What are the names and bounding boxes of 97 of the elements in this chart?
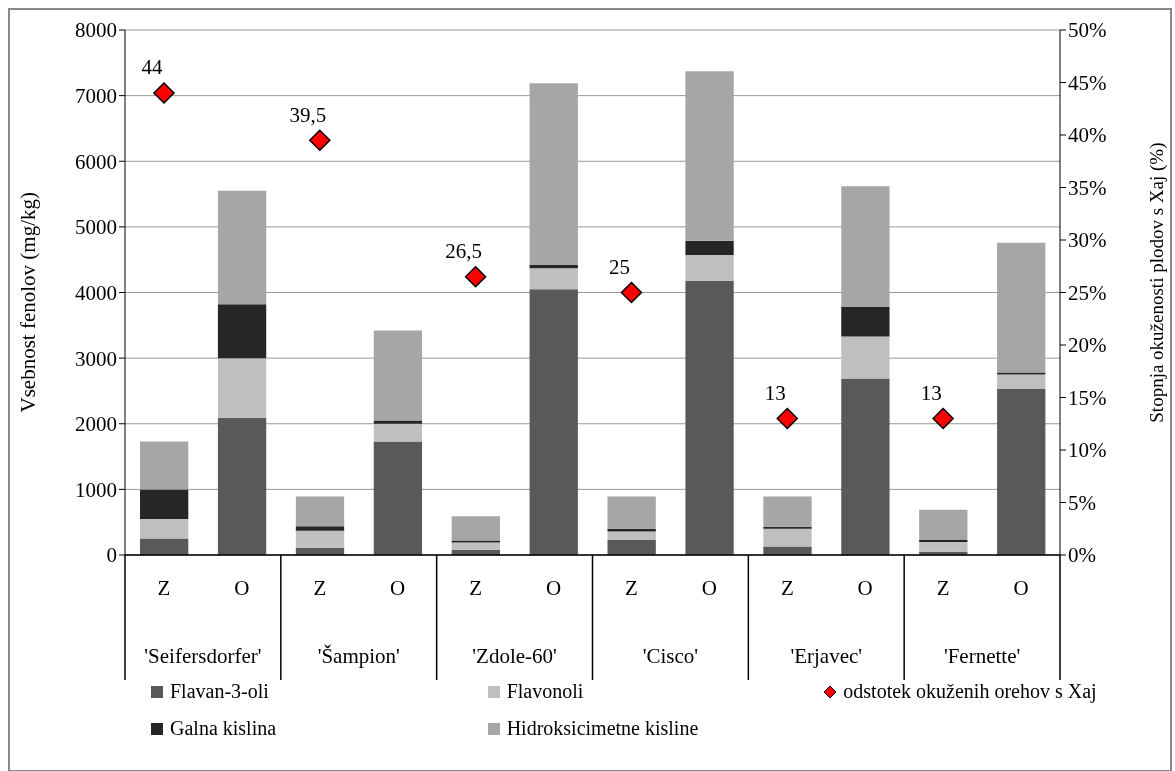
bar xyxy=(997,242,1046,373)
bar xyxy=(373,441,423,555)
y-tick-label: 5000 xyxy=(75,215,117,240)
bar xyxy=(529,264,578,269)
bar xyxy=(529,289,578,555)
text: 'Zdole-60' xyxy=(472,644,557,668)
bar xyxy=(295,526,345,531)
y2-tick-label: 15% xyxy=(1068,385,1107,410)
data-label: 13 xyxy=(764,380,786,405)
y2-tick-label: 45% xyxy=(1068,70,1107,95)
bar xyxy=(217,417,267,555)
y2-tick-label: 50% xyxy=(1068,18,1107,43)
bar xyxy=(607,531,656,540)
bar xyxy=(140,489,189,519)
bar xyxy=(841,336,890,379)
point xyxy=(620,281,643,304)
x-tick-label: O xyxy=(545,576,562,600)
bar xyxy=(607,539,656,555)
bar xyxy=(763,528,812,547)
y2-tick-label: 35% xyxy=(1068,175,1107,200)
bar xyxy=(140,538,189,555)
x-tick-label: O xyxy=(701,576,717,600)
y-tick-label: 7000 xyxy=(75,84,117,109)
point xyxy=(309,129,331,151)
bar xyxy=(373,330,423,421)
bar xyxy=(841,186,890,307)
x-tick-label: O xyxy=(390,576,406,600)
x-tick-label: O xyxy=(234,576,250,600)
data-label: 25 xyxy=(608,254,630,279)
x-tick-label: Z xyxy=(625,576,638,600)
bar xyxy=(217,190,267,305)
bar xyxy=(217,358,267,418)
data-label: 13 xyxy=(920,380,942,405)
y2-tick-label: 20% xyxy=(1068,333,1107,358)
x-tick-label: Z xyxy=(313,576,327,600)
y2-tick-label: 40% xyxy=(1068,123,1107,148)
y2-tick-label: 0% xyxy=(1068,543,1096,568)
x-tick-label: Z xyxy=(780,576,794,600)
bar xyxy=(295,530,345,548)
bar xyxy=(685,255,734,281)
x-tick-label: O xyxy=(857,576,873,600)
legend-label: odstotek okuženih orehov s Xaj xyxy=(843,680,1097,703)
bar xyxy=(919,541,968,552)
bar xyxy=(763,496,812,527)
text: 'Seifersdorfer' xyxy=(144,644,262,668)
x-tick-label: O xyxy=(1013,576,1029,600)
bar xyxy=(373,420,423,424)
text: 'Erjavec' xyxy=(790,644,863,668)
y2-tick-label: 5% xyxy=(1068,490,1096,515)
bar xyxy=(295,496,345,527)
bar xyxy=(529,83,578,265)
bar xyxy=(919,509,968,540)
bar xyxy=(841,306,890,337)
bar xyxy=(140,441,189,490)
x-tick-label: Z xyxy=(469,576,483,600)
legend-label: Flavonoli xyxy=(506,680,584,703)
bar xyxy=(685,280,734,555)
y2-tick-label: 30% xyxy=(1068,228,1107,253)
bar xyxy=(685,240,734,256)
bar xyxy=(763,546,812,555)
bar xyxy=(451,516,500,541)
bar xyxy=(841,378,890,555)
point xyxy=(932,407,954,430)
bar xyxy=(997,388,1046,555)
point xyxy=(153,82,175,104)
bar xyxy=(217,304,267,359)
bar xyxy=(373,423,423,442)
legend-label: Hidroksicimetne kisline xyxy=(506,717,699,740)
x-tick-label: Z xyxy=(936,576,950,600)
bar xyxy=(451,542,500,550)
y2-tick-label: 25% xyxy=(1068,280,1107,305)
y2-tick-label: 10% xyxy=(1068,438,1107,463)
y-axis-title: Vsebnost fenolov (mg/kg) xyxy=(16,192,41,413)
y-tick-label: 2000 xyxy=(75,412,117,437)
y-tick-label: 8000 xyxy=(75,18,117,43)
bar xyxy=(529,268,578,290)
y-tick-label: 1000 xyxy=(75,477,117,502)
bar xyxy=(997,374,1046,389)
x-tick-label: Z xyxy=(157,576,171,600)
legend-label: Galna kislina xyxy=(170,717,277,740)
bar xyxy=(140,518,189,539)
y-tick-label: 0 xyxy=(106,543,117,568)
data-label: 39,5 xyxy=(289,102,327,127)
y-tick-label: 3000 xyxy=(75,346,117,371)
bar xyxy=(607,496,656,529)
point xyxy=(464,266,487,288)
y2-axis-title: Stopnja okuženosti plodov s Xaj (%) xyxy=(1145,142,1168,423)
text: 'Cisco' xyxy=(642,644,699,668)
y-tick-label: 6000 xyxy=(75,149,117,174)
data-label: 44 xyxy=(141,55,163,80)
text: 'Šampion' xyxy=(317,644,400,668)
bar xyxy=(685,71,734,241)
text: 'Fernette' xyxy=(943,644,1021,668)
legend-label: Flavan-3-oli xyxy=(170,680,269,703)
data-label: 26,5 xyxy=(445,239,482,264)
point xyxy=(776,407,799,430)
y-tick-label: 4000 xyxy=(75,280,117,305)
